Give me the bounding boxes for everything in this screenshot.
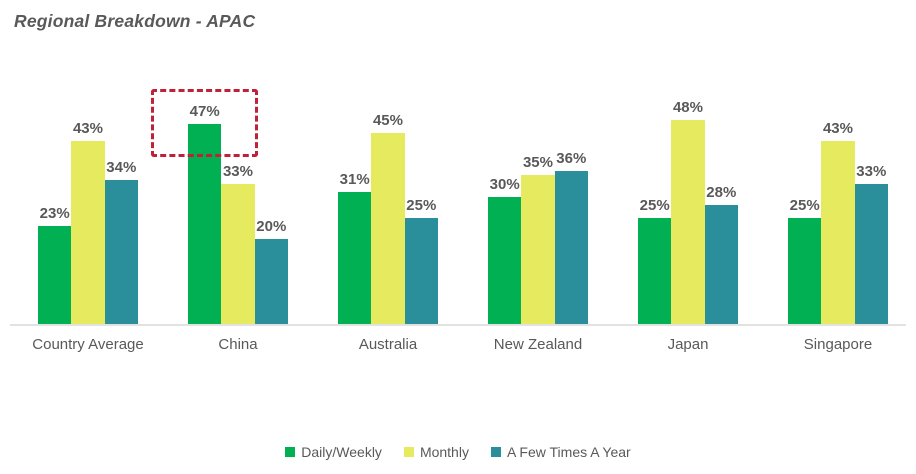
bar-a-few-times-a-year — [704, 205, 738, 324]
category-label-country-average: Country Average — [32, 336, 144, 353]
bar-monthly — [521, 175, 555, 324]
bar-daily-weekly — [38, 226, 72, 324]
value-label: 48% — [672, 99, 703, 116]
bar-slot-monthly: 43% — [821, 90, 855, 324]
bar-slot-a-few-times-a-year: 36% — [554, 90, 588, 324]
bar-a-few-times-a-year — [254, 239, 288, 324]
value-label: 34% — [106, 158, 137, 176]
bar-daily-weekly — [488, 196, 522, 324]
value-label: 45% — [372, 111, 403, 129]
bar-slot-a-few-times-a-year: 34% — [104, 90, 138, 324]
bar-slot-monthly: 35% — [521, 90, 555, 324]
bar-monthly — [371, 132, 405, 324]
bar-a-few-times-a-year — [404, 217, 438, 324]
plot-area: 23% 43% 34% Country Average 47% 33% 20% China 31… — [32, 89, 888, 353]
bar-daily-weekly — [188, 124, 222, 324]
bar-slot-daily-weekly: 25% — [788, 90, 822, 324]
value-label: 35% — [522, 154, 553, 172]
bar-slot-daily-weekly: 23% — [38, 90, 72, 324]
value-label: 20% — [256, 218, 287, 235]
legend-item-few-times-year: A Few Times A Year — [490, 444, 631, 460]
category-group-japan: 25% 48% 28% Japan — [638, 90, 738, 353]
bar-slot-daily-weekly: 31% — [338, 90, 372, 324]
category-group-australia: 31% 45% 25% Australia — [338, 90, 438, 353]
bar-slot-monthly: 48% — [671, 90, 705, 324]
chart-title: Regional Breakdown - APAC — [14, 11, 256, 31]
legend: Daily/Weekly Monthly A Few Times A Year — [0, 444, 916, 460]
bar-monthly — [821, 141, 855, 324]
value-label: 43% — [822, 120, 853, 138]
category-label-china: China — [218, 336, 258, 353]
bar-a-few-times-a-year — [854, 183, 888, 324]
value-label: 33% — [222, 162, 253, 180]
legend-label-few-times-year: A Few Times A Year — [506, 444, 631, 460]
value-label: 30% — [489, 175, 520, 193]
category-group-country-average: 23% 43% 34% Country Average — [32, 90, 143, 353]
bar-slot-a-few-times-a-year: 33% — [854, 90, 888, 324]
value-label: 25% — [406, 196, 437, 214]
bar-monthly — [221, 183, 255, 324]
bar-slot-daily-weekly: 25% — [638, 90, 672, 324]
category-label-new-zealand: New Zealand — [493, 336, 583, 353]
category-label-singapore: Singapore — [803, 336, 873, 353]
bar-monthly — [71, 141, 105, 324]
value-label: 28% — [706, 184, 737, 201]
bar-slot-daily-weekly: 47% — [151, 89, 258, 324]
value-label: 33% — [856, 162, 887, 180]
category-group-singapore: 25% 43% 33% Singapore — [788, 90, 888, 353]
bar-slot-a-few-times-a-year: 25% — [404, 90, 438, 324]
legend-swatch-daily-weekly-icon — [285, 447, 296, 457]
category-group-china: 47% 33% 20% China — [151, 89, 288, 353]
legend-swatch-few-times-year-icon — [490, 447, 501, 457]
bar-slot-a-few-times-a-year: 20% — [254, 90, 288, 324]
value-label: 31% — [339, 171, 370, 189]
bar-daily-weekly — [638, 217, 672, 324]
value-label: 43% — [72, 120, 103, 138]
bar-slot-daily-weekly: 30% — [488, 90, 522, 324]
bar-slot-monthly: 43% — [71, 90, 105, 324]
bar-slot-a-few-times-a-year: 28% — [704, 90, 738, 324]
x-axis-line — [10, 324, 906, 326]
bar-slot-monthly: 33% — [221, 90, 255, 324]
legend-label-daily-weekly: Daily/Weekly — [301, 444, 382, 460]
value-label: 25% — [789, 196, 820, 214]
bar-daily-weekly — [788, 217, 822, 324]
legend-label-monthly: Monthly — [419, 444, 469, 460]
value-label: 25% — [639, 196, 670, 214]
bar-daily-weekly — [338, 192, 372, 324]
value-label: 23% — [39, 205, 70, 223]
legend-item-monthly: Monthly — [403, 444, 469, 460]
value-label: 47% — [189, 103, 220, 121]
legend-swatch-monthly-icon — [403, 447, 414, 457]
bar-a-few-times-a-year — [104, 179, 138, 324]
category-label-australia: Australia — [358, 336, 418, 353]
legend-item-daily-weekly: Daily/Weekly — [285, 444, 382, 460]
category-group-new-zealand: 30% 35% 36% New Zealand — [488, 90, 588, 353]
bar-slot-monthly: 45% — [371, 90, 405, 324]
category-label-japan: Japan — [667, 336, 709, 353]
value-label: 36% — [556, 150, 587, 167]
bar-monthly — [671, 120, 705, 324]
bar-a-few-times-a-year — [554, 171, 588, 324]
